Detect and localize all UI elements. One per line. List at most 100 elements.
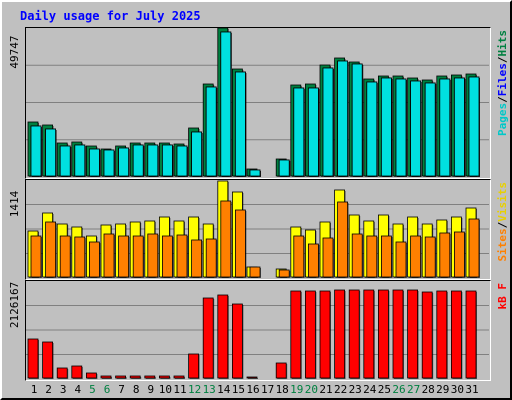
bar-sites [234,209,246,278]
bar-kb-f [188,353,200,379]
legend-segment: Sites [496,228,509,261]
bar-kb-f [158,375,170,379]
bar-kb-f [42,341,53,379]
bar-sites [424,236,436,278]
x-tick-label: 15 [232,383,245,396]
bar-sites [89,241,100,278]
bar-pages [147,144,159,177]
bar-pages [220,31,232,177]
bar-kb-f [71,365,83,379]
bar-pages [424,82,436,177]
y-max-label: 1414 [8,190,21,217]
bar-kb-f [27,338,39,379]
bar-pages [205,86,217,177]
bar-sites [176,234,188,278]
bar-sites [249,266,261,278]
x-tick-label: 29 [436,383,449,396]
x-tick-label: 11 [173,383,186,396]
bar-kb-f [173,375,185,379]
bar-sites [205,238,217,278]
x-tick-label: 13 [203,383,216,396]
bar-sites [278,269,290,278]
bar-kb-f [392,289,404,379]
x-tick-label: 7 [118,383,125,396]
x-tick-label: 18 [276,383,289,396]
bar-pages [293,87,305,177]
bar-sites [410,235,422,278]
bar-sites [59,235,71,278]
bar-sites [380,235,392,278]
x-tick-label: 25 [378,383,391,396]
bar-pages [176,145,188,177]
bar-kb-f [246,376,258,379]
x-tick-label: 6 [104,383,111,396]
bar-sites [395,241,407,278]
bar-kb-f [304,290,316,379]
bar-kb-f [56,367,68,379]
bar-sites [366,235,378,278]
bar-pages [118,147,129,177]
bar-pages [132,144,144,177]
bar-kb-f [202,297,214,379]
bar-kb-f [129,375,141,379]
bar-pages [59,145,71,177]
x-tick-label: 17 [261,383,274,396]
bar-kb-f [115,375,126,379]
bar-sites [191,239,203,278]
x-tick-label: 8 [133,383,140,396]
bar-kb-f [100,375,112,379]
bar-sites [103,233,115,278]
bar-pages [366,81,378,177]
x-tick-label: 26 [392,383,405,396]
bar-sites [439,232,451,278]
bar-sites [220,200,232,278]
bar-sites [468,218,480,278]
bar-sites [147,233,159,278]
bar-sites [307,243,319,278]
bar-sites [45,221,56,278]
bar-pages [380,77,392,177]
x-tick-label: 14 [217,383,231,396]
x-tick-label: 21 [319,383,332,396]
legend-segment: Files [496,63,509,96]
bar-kb-f [436,290,448,379]
bar-shadow [248,378,258,379]
x-tick-label: 16 [246,383,259,396]
legend-label: Sites/Visits [496,182,509,262]
bar-kb-f [144,375,156,379]
bar-kb-f [377,289,389,379]
legend-segment: / [496,56,509,63]
bar-kb-f [334,289,346,379]
legend-label: Pages/Files/Hits [496,30,509,136]
legend-segment: / [496,96,509,103]
bar-pages [410,80,422,177]
bar-sites [74,236,86,278]
bar-pages [191,131,203,177]
bar-sites [293,235,305,278]
x-tick-label: 4 [74,383,81,396]
x-tick-label: 1 [31,383,38,396]
bar-kb-f [86,372,97,379]
bar-kb-f [450,290,462,379]
legend-label: kB F [496,283,509,310]
bar-pages [307,87,319,177]
legend-segment: Pages [496,103,509,136]
x-tick-label: 12 [188,383,201,396]
bar-kb-f [421,291,433,379]
x-tick-label: 23 [349,383,362,396]
bar-pages [439,78,451,177]
x-tick-label: 10 [159,383,172,396]
x-tick-label: 9 [147,383,154,396]
bar-sites [30,235,42,278]
bar-sites [322,237,334,278]
bar-kb-f [348,289,360,379]
y-max-label: 49747 [8,35,21,68]
bar-sites [337,201,349,278]
bar-kb-f [217,294,229,379]
bar-kb-f [363,289,375,379]
x-tick-label: 2 [45,383,52,396]
bar-pages [30,125,42,177]
